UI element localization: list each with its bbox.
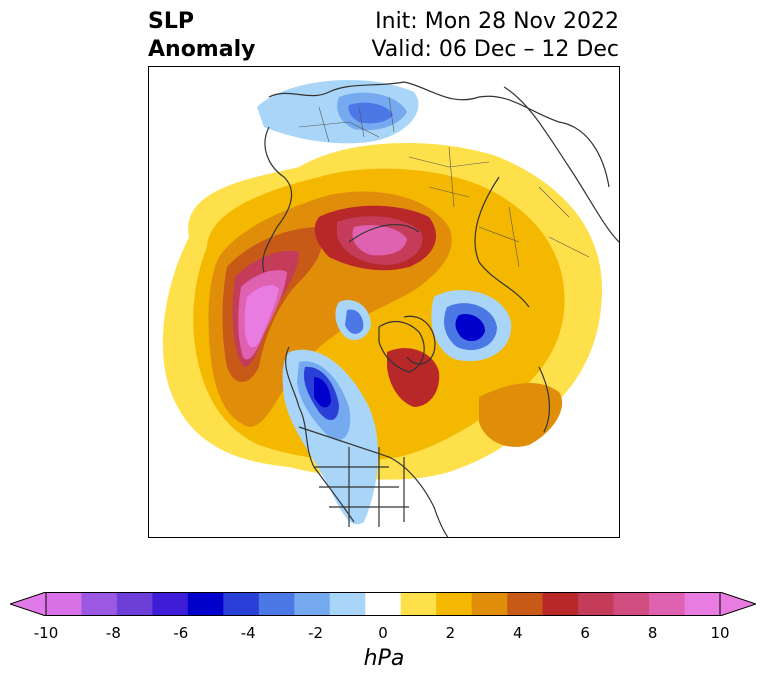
colorbar-swatch <box>436 592 473 616</box>
init-date: Init: Mon 28 Nov 2022 <box>375 9 619 34</box>
colorbar-tick-label: -10 <box>33 624 59 642</box>
anomaly-map <box>149 80 619 537</box>
colorbar-tick-label: -6 <box>173 624 189 642</box>
title-line-2: Anomaly <box>148 37 256 62</box>
map-subtitle: Init: Mon 28 Nov 2022 Valid: 06 Dec – 12… <box>371 8 619 64</box>
colorbar-tick-label: -2 <box>308 624 324 642</box>
colorbar-tick-label: 10 <box>710 624 730 642</box>
colorbar-swatch <box>684 592 721 616</box>
colorbar-swatch <box>81 592 118 616</box>
colorbar-swatch <box>46 592 82 616</box>
colorbar-swatch <box>365 592 402 616</box>
colorbar-swatch <box>223 592 260 616</box>
map-borders <box>262 81 619 537</box>
colorbar-swatch <box>187 592 224 616</box>
colorbar-over-arrow <box>719 592 756 616</box>
colorbar-swatch <box>613 592 650 616</box>
title-line-1: SLP <box>148 9 194 34</box>
colorbar-swatch <box>116 592 153 616</box>
colorbar-tick-label: -8 <box>105 624 121 642</box>
valid-range: Valid: 06 Dec – 12 Dec <box>371 37 619 62</box>
colorbar-swatch <box>507 592 544 616</box>
map-title: SLP Anomaly <box>148 8 255 64</box>
colorbar-under-arrow <box>10 592 47 616</box>
colorbar-tick-label: 2 <box>445 624 456 642</box>
colorbar-swatch <box>578 592 615 616</box>
colorbar-swatch <box>471 592 508 616</box>
colorbar-tick-label: 6 <box>580 624 590 642</box>
colorbar-unit-label: hPa <box>363 646 405 671</box>
internal-borders <box>298 96 590 268</box>
colorbar-swatch <box>542 592 579 616</box>
colorbar-tick-label: 4 <box>513 624 523 642</box>
colorbar-swatch <box>152 592 189 616</box>
colorbar-tick-label: 8 <box>647 624 658 642</box>
colorbar-swatch <box>258 592 295 616</box>
colorbar-swatch <box>400 592 437 616</box>
colorbar-frame <box>45 592 721 616</box>
colorbar <box>10 592 756 616</box>
colorbar-swatch <box>294 592 331 616</box>
colorbar-tick-label: -4 <box>240 624 256 642</box>
map-panel <box>148 66 620 538</box>
colorbar-tick-label: 0 <box>378 624 388 642</box>
colorbar-swatch <box>649 592 686 616</box>
positive-anomaly-fields <box>162 143 603 480</box>
colorbar-swatch <box>329 592 366 616</box>
